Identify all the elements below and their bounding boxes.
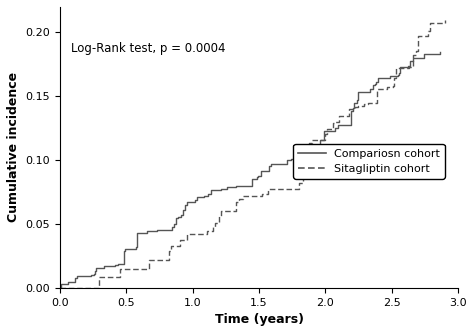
Legend: Compariosn cohort, Sitagliptin cohort: Compariosn cohort, Sitagliptin cohort — [293, 144, 445, 178]
Y-axis label: Cumulative incidence: Cumulative incidence — [7, 72, 20, 222]
Text: Log-Rank test, p = 0.0004: Log-Rank test, p = 0.0004 — [71, 42, 225, 55]
X-axis label: Time (years): Time (years) — [215, 313, 304, 326]
